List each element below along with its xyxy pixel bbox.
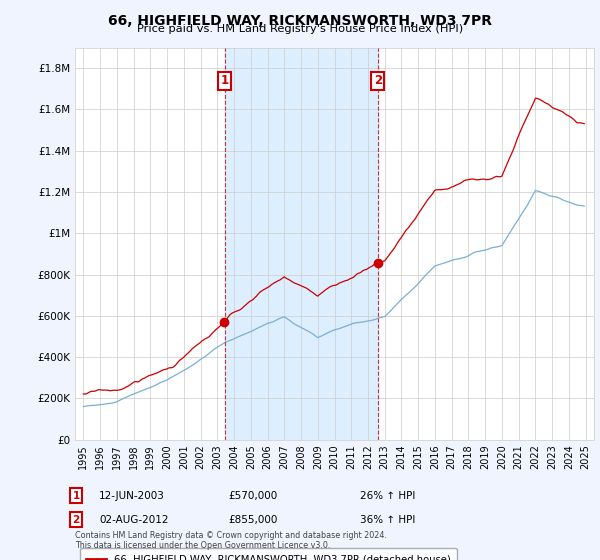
Text: Contains HM Land Registry data © Crown copyright and database right 2024.
This d: Contains HM Land Registry data © Crown c… — [75, 530, 387, 550]
Text: 66, HIGHFIELD WAY, RICKMANSWORTH, WD3 7PR: 66, HIGHFIELD WAY, RICKMANSWORTH, WD3 7P… — [108, 14, 492, 28]
Text: 02-AUG-2012: 02-AUG-2012 — [99, 515, 169, 525]
Text: 26% ↑ HPI: 26% ↑ HPI — [360, 491, 415, 501]
Text: 2: 2 — [374, 74, 382, 87]
Legend: 66, HIGHFIELD WAY, RICKMANSWORTH, WD3 7PR (detached house), HPI: Average price, : 66, HIGHFIELD WAY, RICKMANSWORTH, WD3 7P… — [80, 548, 457, 560]
Text: 1: 1 — [73, 491, 80, 501]
Text: Price paid vs. HM Land Registry's House Price Index (HPI): Price paid vs. HM Land Registry's House … — [137, 24, 463, 34]
Text: 36% ↑ HPI: 36% ↑ HPI — [360, 515, 415, 525]
Text: £570,000: £570,000 — [228, 491, 277, 501]
Bar — [224, 48, 377, 440]
Text: 12-JUN-2003: 12-JUN-2003 — [99, 491, 165, 501]
Text: 1: 1 — [221, 74, 229, 87]
Text: 2: 2 — [73, 515, 80, 525]
Text: £855,000: £855,000 — [228, 515, 277, 525]
